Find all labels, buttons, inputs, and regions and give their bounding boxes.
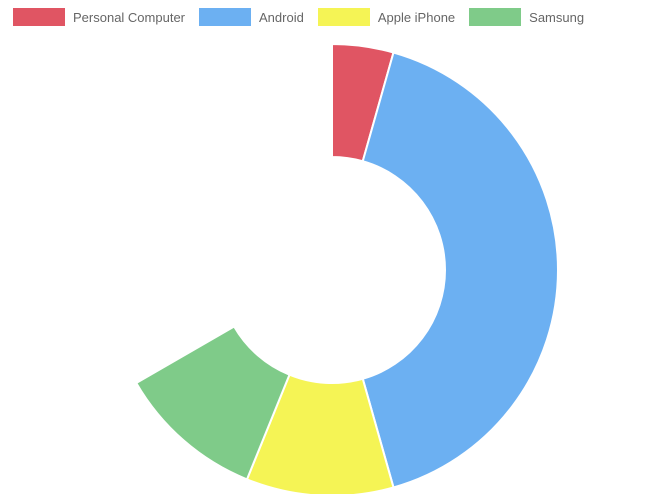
legend-swatch-android	[199, 8, 251, 26]
legend-label-apple-iphone: Apple iPhone	[377, 9, 456, 25]
legend-item-apple-iphone[interactable]: Apple iPhone	[317, 8, 456, 26]
legend-item-samsung[interactable]: Samsung	[469, 8, 584, 26]
chart-legend: Personal Computer Android Apple iPhone S…	[13, 8, 584, 26]
legend-swatch-apple-iphone	[317, 8, 370, 26]
legend-swatch-personal-computer	[13, 8, 65, 26]
legend-label-samsung: Samsung	[529, 9, 585, 25]
slice-android[interactable]	[361, 51, 559, 489]
legend-label-android: Android	[259, 9, 304, 25]
legend-label-personal-computer: Personal Computer	[73, 9, 185, 25]
legend-item-personal-computer[interactable]: Personal Computer	[13, 8, 185, 26]
slice-samsung[interactable]	[134, 325, 291, 481]
legend-swatch-samsung	[469, 8, 522, 26]
legend-item-android[interactable]: Android	[199, 8, 304, 26]
